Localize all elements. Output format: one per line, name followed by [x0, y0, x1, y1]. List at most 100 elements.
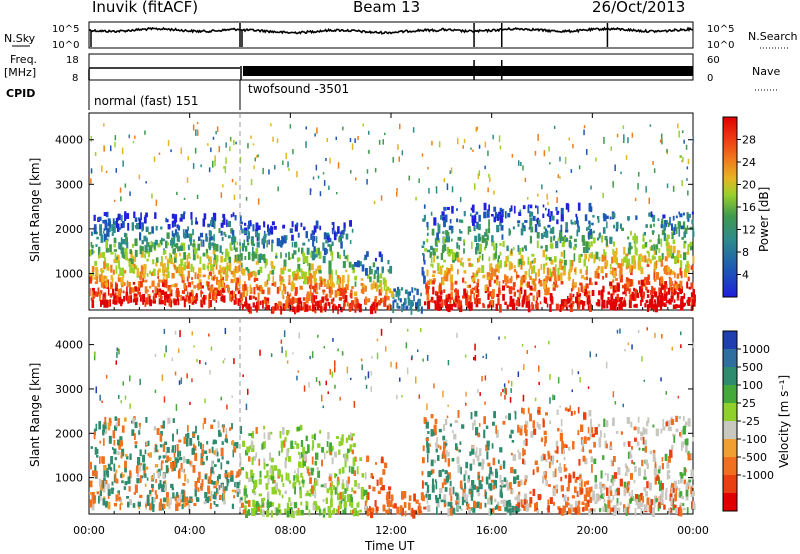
power-cell — [392, 300, 395, 309]
velocity-cell — [190, 498, 193, 502]
power-cell — [323, 247, 327, 256]
power-cell — [124, 256, 129, 261]
power-cell — [643, 231, 646, 236]
power-cell — [410, 306, 413, 315]
velocity-cell — [563, 456, 566, 461]
power-cell — [126, 291, 128, 295]
power-cell — [657, 218, 660, 221]
power-cell — [157, 275, 160, 279]
power-cell — [437, 262, 440, 271]
power-cell — [422, 253, 425, 256]
velocity-cell — [308, 509, 311, 516]
power-cell — [483, 238, 487, 243]
power-cell — [560, 207, 564, 215]
power-cell — [672, 245, 676, 254]
power-cell — [521, 222, 524, 229]
velocity-cell — [93, 431, 96, 440]
power-cell — [501, 234, 504, 240]
power-cell — [594, 281, 598, 285]
power-cell — [456, 299, 460, 304]
power-cell — [445, 304, 448, 309]
power-cell — [136, 223, 140, 230]
power-cell — [171, 213, 174, 219]
velocity-cell — [472, 507, 476, 513]
velocity-cell — [254, 509, 258, 514]
velocity-cell — [615, 503, 619, 506]
power-cell — [473, 292, 475, 299]
power-cell — [477, 278, 480, 283]
power-cell — [683, 293, 686, 299]
velocity-cell — [166, 492, 169, 498]
power-cell — [386, 296, 390, 301]
power-cell — [451, 257, 456, 263]
power-cell — [165, 267, 168, 272]
power-cell — [331, 277, 334, 280]
power-cell — [536, 301, 539, 310]
power-cell — [680, 225, 684, 230]
power-cell — [362, 123, 364, 127]
power-cell — [437, 225, 441, 234]
power-cell — [126, 241, 129, 249]
power-cell — [167, 224, 171, 230]
power-cell — [494, 252, 497, 259]
velocity-cell — [298, 453, 302, 460]
power-cell — [327, 244, 331, 247]
power-cell — [374, 306, 378, 311]
power-cell — [663, 293, 667, 301]
power-cell — [287, 161, 289, 168]
velocity-cell — [220, 447, 224, 457]
velocity-cell — [548, 461, 551, 469]
power-cell — [202, 274, 206, 278]
velocity-cell — [233, 442, 236, 449]
power-cell — [151, 226, 154, 234]
power-cell — [681, 286, 683, 294]
power-cell — [435, 186, 438, 194]
power-cell — [333, 303, 336, 310]
power-cell — [335, 269, 337, 276]
power-cell — [513, 303, 516, 310]
power-cell — [411, 287, 414, 293]
power-cell — [646, 259, 648, 263]
power-cell — [444, 238, 447, 243]
power-cell — [650, 295, 654, 304]
velocity-cell — [524, 475, 528, 480]
power-cell — [557, 174, 560, 178]
power-cell — [358, 303, 362, 313]
power-cell — [199, 256, 202, 265]
power-cell — [495, 303, 498, 311]
velocity-cell — [457, 464, 461, 473]
velocity-cell — [444, 487, 448, 492]
velocity-cell — [478, 462, 482, 467]
power-cell — [121, 299, 124, 305]
velocity-cell — [161, 460, 164, 464]
velocity-cell — [513, 469, 517, 474]
power-cell — [315, 268, 318, 275]
velocity-cell — [534, 503, 537, 512]
velocity-cell — [655, 474, 659, 481]
power-cell — [171, 230, 174, 237]
power-cell — [104, 257, 106, 264]
power-cell — [192, 252, 196, 261]
velocity-cell — [190, 461, 193, 467]
velocity-cell — [662, 426, 666, 431]
velocity-cell — [588, 508, 591, 516]
power-cell — [509, 303, 513, 307]
power-cell — [314, 301, 317, 307]
velocity-cell — [245, 500, 249, 504]
power-cell — [350, 170, 352, 174]
power-cell — [212, 276, 215, 281]
power-cell — [502, 285, 505, 291]
nsky-trace — [88, 26, 694, 35]
power-cell — [171, 220, 174, 228]
power-cell — [252, 295, 256, 299]
power-cell — [162, 277, 165, 282]
power-cell — [158, 268, 161, 273]
velocity-cell — [628, 484, 631, 488]
velocity-cell — [625, 468, 629, 473]
velocity-cell — [251, 457, 254, 465]
power-cell — [183, 252, 186, 260]
power-cell — [265, 259, 268, 266]
power-cell — [220, 192, 223, 198]
power-cell — [573, 246, 577, 251]
power-cell — [607, 297, 610, 301]
